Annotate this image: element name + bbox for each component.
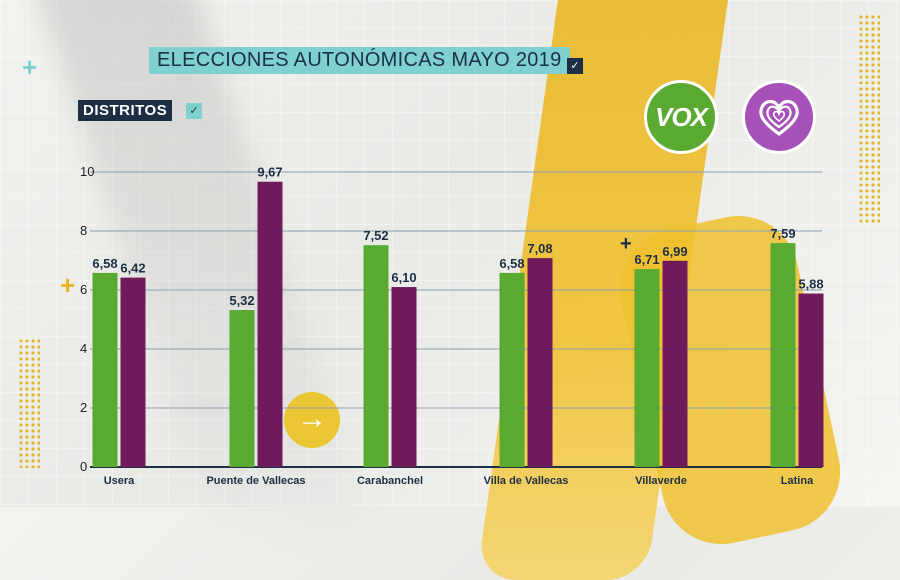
data-label: 5,32 — [229, 293, 254, 308]
bar — [634, 269, 660, 467]
data-label: 6,58 — [92, 256, 117, 271]
data-label: 6,10 — [391, 270, 416, 285]
x-tick-label: Puente de Vallecas — [206, 475, 305, 487]
heart-icon — [759, 99, 799, 136]
y-tick-label: 6 — [80, 282, 87, 297]
heart-logo-icon — [742, 80, 816, 154]
y-tick-label: 2 — [80, 400, 87, 415]
x-tick-label: Usera — [104, 475, 135, 487]
bar — [120, 277, 146, 467]
data-label: 6,99 — [662, 244, 687, 259]
vox-logo-text: VOX — [655, 101, 708, 132]
vox-logo-icon: VOX — [644, 80, 718, 154]
y-tick-label: 10 — [80, 164, 94, 179]
plus-icon: + — [60, 270, 76, 300]
chevron-down-icon: ✓ — [567, 58, 583, 74]
bar — [770, 243, 796, 467]
data-label: 6,58 — [499, 256, 524, 271]
chart-subtitle: DISTRITOS — [78, 100, 173, 121]
y-tick-label: 4 — [80, 341, 87, 356]
bar — [798, 293, 824, 467]
decorative-dots-left — [18, 338, 40, 468]
bar — [229, 310, 255, 467]
decorative-dots-right — [858, 14, 880, 224]
bar — [499, 272, 525, 467]
bar — [527, 258, 553, 467]
bar — [391, 287, 417, 467]
plus-icon: + — [22, 52, 38, 82]
data-label: 7,59 — [770, 226, 795, 241]
data-label: 7,08 — [527, 241, 552, 256]
plus-icon: + — [620, 233, 632, 255]
data-label: 6,71 — [634, 252, 659, 267]
x-tick-label: Latina — [781, 475, 814, 487]
bar — [92, 272, 118, 467]
bar — [363, 245, 389, 467]
bar — [257, 181, 283, 468]
bar — [662, 260, 688, 467]
y-tick-label: 8 — [80, 223, 87, 238]
data-label: 6,42 — [120, 261, 145, 276]
check-icon: ✓ — [186, 103, 202, 119]
data-label: 5,88 — [798, 277, 823, 292]
data-label: 7,52 — [363, 228, 388, 243]
x-tick-label: Carabanchel — [357, 475, 423, 487]
x-tick-label: Villaverde — [635, 475, 687, 487]
y-tick-label: 0 — [80, 459, 87, 474]
chart-title: ELECCIONES AUTONÓMICAS MAYO 2019 — [149, 47, 570, 74]
data-label: 9,67 — [257, 165, 282, 180]
x-tick-label: Villa de Vallecas — [484, 475, 569, 487]
